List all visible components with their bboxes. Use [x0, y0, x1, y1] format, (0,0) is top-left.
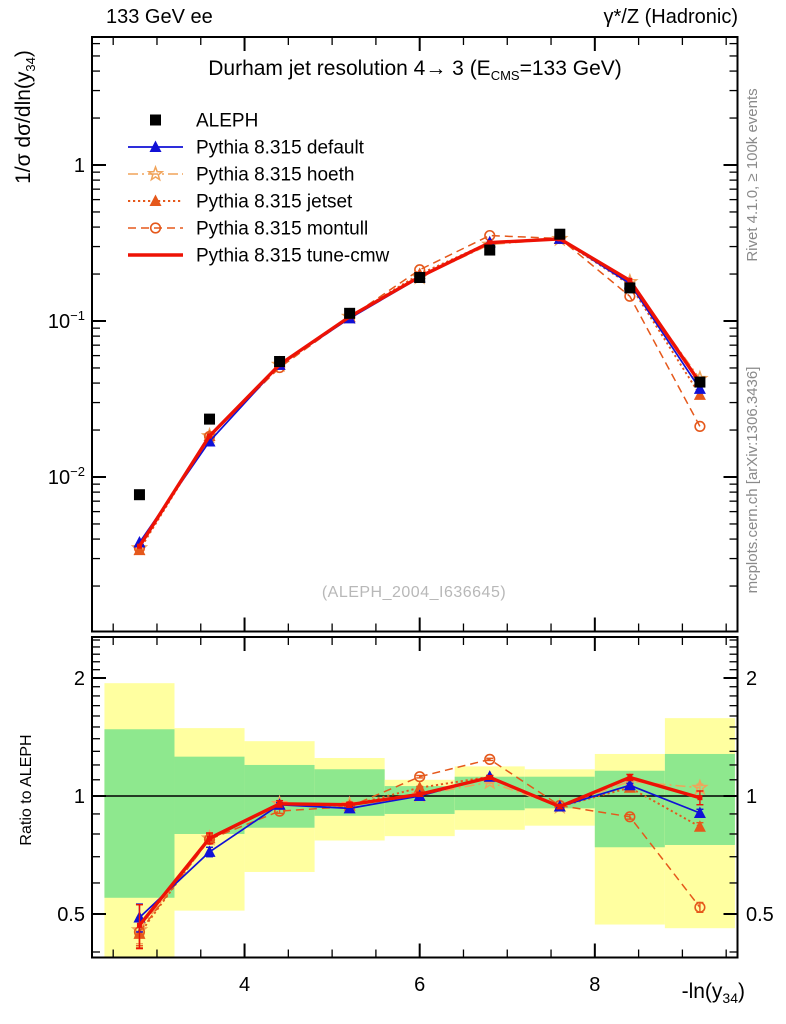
svg-text:0.5: 0.5 [57, 904, 85, 926]
svg-text:1: 1 [746, 786, 757, 808]
panel-frames [91, 36, 739, 959]
legend-item-hoeth: Pythia 8.315 hoeth [128, 165, 354, 186]
legend-label: Pythia 8.315 tune-cmw [196, 246, 390, 267]
legend-label: Pythia 8.315 hoeth [196, 165, 354, 186]
main-y-axis-label: 1/σ dσ/dln(y34) [12, 50, 38, 184]
ratio-panel-frame [91, 636, 739, 959]
axis-tick-labels: 1 10−1 10−2 0.5 0.5 1 1 2 2 4 6 8 [48, 155, 774, 996]
legend-label: Pythia 8.315 jetset [196, 192, 353, 213]
ratio-series [130, 753, 709, 950]
svg-text:1: 1 [74, 155, 85, 177]
process-label: γ*/Z (Hadronic) [603, 6, 738, 28]
legend-item-montull: Pythia 8.315 montull [128, 219, 368, 240]
aleph-points-main [133, 228, 706, 501]
main-panel-frame [91, 36, 739, 633]
title-subscript: CMS [490, 68, 520, 84]
series-cmw-main [136, 236, 703, 549]
rivet-version-note: Rivet 4.1.0, ≥ 100k events [744, 88, 761, 261]
legend-label: Pythia 8.315 default [196, 138, 365, 159]
legend-item-cmw: Pythia 8.315 tune-cmw [128, 246, 390, 267]
ratio-uncertainty-bands [104, 683, 735, 958]
legend-item-jetset: Pythia 8.315 jetset [128, 192, 353, 213]
legend-item-aleph: ALEPH [150, 111, 258, 132]
mcplots-note: mcplots.cern.ch [arXiv:1306.3436] [744, 367, 761, 594]
svg-text:10−2: 10−2 [48, 464, 85, 489]
svg-text:2: 2 [74, 668, 85, 690]
beam-energy-label: 133 GeV ee [106, 6, 213, 28]
axis-ticks [92, 37, 738, 958]
legend-label: Pythia 8.315 montull [196, 219, 368, 240]
svg-text:1: 1 [74, 786, 85, 808]
svg-text:2: 2 [746, 668, 757, 690]
analysis-watermark: (ALEPH_2004_I636645) [322, 584, 506, 601]
svg-text:10−1: 10−1 [48, 308, 85, 333]
legend: ALEPH Pythia 8.315 default Pythia 8.315 ho… [128, 111, 390, 267]
legend-item-default: Pythia 8.315 default [128, 138, 365, 159]
svg-text:0.5: 0.5 [746, 904, 774, 926]
x-axis-label: -ln(y34) [682, 980, 745, 1006]
ratio-y-axis-label: Ratio to ALEPH [18, 734, 35, 845]
svg-text:8: 8 [589, 974, 600, 996]
svg-text:6: 6 [414, 974, 425, 996]
plot-title: Durham jet resolution 4→ 3 (ECMS=133 GeV… [208, 57, 622, 84]
svg-text:4: 4 [239, 974, 250, 996]
legend-label: ALEPH [196, 111, 258, 132]
series-cmw-ratio [135, 773, 704, 950]
